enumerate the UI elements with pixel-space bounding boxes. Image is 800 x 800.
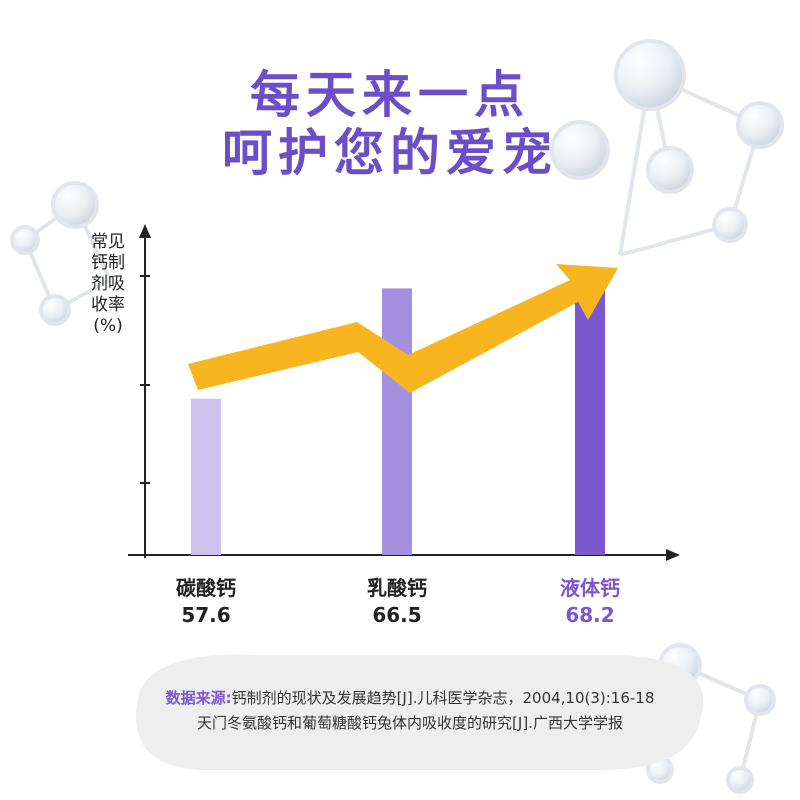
y-arrow — [139, 224, 151, 238]
x-tick-label: 乳酸钙 — [367, 576, 427, 600]
source-line: 钙制剂的现状及发展趋势[J].儿科医学杂志，2004,10(3):16-18 — [231, 689, 655, 707]
source-line: 天门冬氨酸钙和葡萄糖酸钙兔体内吸收度的研究[J].广西大学学报 — [197, 714, 623, 732]
trend-arrow — [188, 264, 618, 393]
source-background — [136, 654, 704, 770]
x-tick-label: 液体钙 — [560, 576, 620, 600]
value-label: 66.5 — [372, 603, 421, 627]
value-label: 57.6 — [181, 603, 230, 627]
title-line: 呵护您的爱宠 — [222, 124, 558, 182]
bar — [382, 288, 412, 555]
bar — [191, 398, 221, 555]
title-line: 每天来一点 — [250, 66, 530, 124]
y-axis-label: 常见钙制剂吸收率(%) — [91, 232, 125, 336]
value-label: 68.2 — [565, 603, 614, 627]
source-label: 数据来源: — [165, 689, 232, 707]
source: 数据来源:钙制剂的现状及发展趋势[J].儿科医学杂志，2004,10(3):16… — [110, 686, 710, 736]
x-tick-label: 碳酸钙 — [176, 576, 236, 600]
x-arrow — [666, 549, 680, 561]
